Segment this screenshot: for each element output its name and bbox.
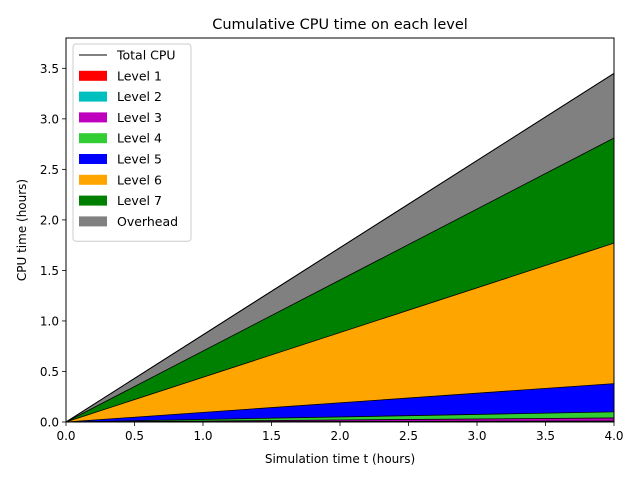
y-axis-label: CPU time (hours): [15, 179, 29, 281]
legend-swatch-overhead: [79, 216, 107, 227]
x-axis-ticks: 0.0 0.5 1.0 1.5 2.0 2.5 3.0 3.5 4.0: [56, 422, 624, 443]
x-tick-label: 1.0: [193, 429, 212, 443]
legend-swatch-level-1: [79, 70, 107, 81]
y-tick-label: 2.5: [40, 163, 59, 177]
boundary-level-3: [65, 417, 615, 423]
y-tick-label: 2.0: [40, 213, 59, 227]
legend-label-level-1: Level 1: [117, 68, 162, 83]
x-tick-label: 3.5: [536, 429, 555, 443]
boundary-level-5: [65, 383, 615, 423]
y-tick-label: 1.5: [40, 264, 59, 278]
y-tick-label: 1.0: [40, 314, 59, 328]
x-tick-label: 0.5: [125, 429, 144, 443]
x-tick-label: 1.5: [262, 429, 281, 443]
x-tick-label: 3.0: [467, 429, 486, 443]
legend: Total CPU Level 1 Level 2 Level 3 Level 4 Lev…: [72, 43, 192, 242]
x-axis-label: Simulation time t (hours): [265, 452, 415, 466]
legend-label-level-7: Level 7: [117, 193, 162, 208]
x-tick-label: 2.5: [399, 429, 418, 443]
legend-label-level-5: Level 5: [117, 152, 162, 167]
legend-label-level-4: Level 4: [117, 131, 162, 146]
legend-swatch-level-3: [79, 112, 107, 123]
legend-swatch-level-4: [79, 133, 107, 144]
y-tick-label: 0.5: [40, 365, 59, 379]
legend-label-overhead: Overhead: [117, 214, 178, 229]
legend-label-level-2: Level 2: [117, 89, 162, 104]
boundary-level-4: [65, 411, 615, 423]
legend-label-total-cpu: Total CPU: [116, 48, 176, 63]
legend-label-level-6: Level 6: [117, 172, 162, 187]
boundary-level-6: [65, 242, 615, 423]
x-tick-label: 2.0: [330, 429, 349, 443]
line-total-cpu: [65, 72, 615, 423]
y-tick-label: 0.0: [40, 416, 59, 430]
legend-swatch-level-7: [79, 195, 107, 206]
x-tick-label: 4.0: [604, 429, 623, 443]
legend-swatch-level-2: [79, 91, 107, 102]
x-tick-label: 0.0: [56, 429, 75, 443]
boundary-level-7: [65, 137, 615, 423]
y-axis-ticks: 0.0 0.5 1.0 1.5 2.0 2.5 3.0 3.5: [40, 62, 66, 430]
y-tick-label: 3.0: [40, 112, 59, 126]
legend-swatch-level-6: [79, 174, 107, 185]
legend-label-level-3: Level 3: [117, 110, 162, 125]
y-tick-label: 3.5: [40, 62, 59, 76]
legend-swatch-level-5: [79, 154, 107, 164]
chart-title: Cumulative CPU time on each level: [212, 17, 468, 33]
area-boundaries: [65, 72, 615, 423]
